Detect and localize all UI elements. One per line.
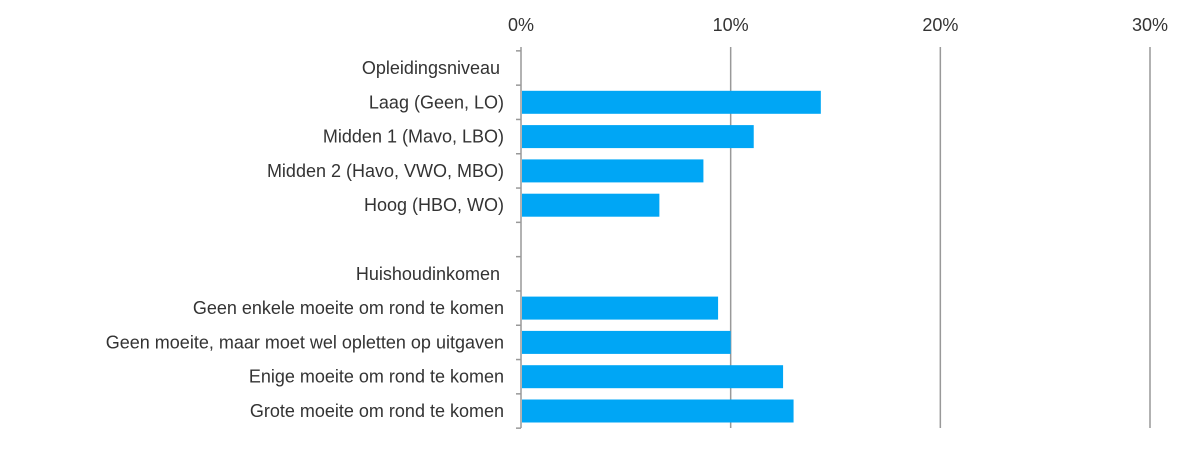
bar [522, 159, 704, 183]
category-labels: Opleidingsniveau Laag (Geen, LO) Midden 1 … [106, 58, 504, 421]
category-label: Laag (Geen, LO) [369, 92, 504, 112]
category-label: Midden 1 (Mavo, LBO) [323, 127, 504, 147]
bar [522, 330, 731, 354]
category-label: Geen enkele moeite om rond te komen [193, 298, 504, 318]
category-axis [516, 47, 522, 429]
bar [522, 193, 660, 217]
category-label: Geen moeite, maar moet wel opletten op u… [106, 332, 504, 352]
category-label: Enige moeite om rond te komen [249, 367, 504, 387]
category-group-header: Huishoudinkomen [356, 264, 500, 284]
bar [522, 296, 719, 320]
x-axis-ticks: 0% 10% 20% 30% [508, 15, 1168, 35]
category-label: Midden 2 (Havo, VWO, MBO) [267, 161, 504, 181]
bar [522, 399, 794, 423]
category-label: Grote moeite om rond te komen [250, 401, 504, 421]
bar [522, 365, 784, 389]
category-group-header: Opleidingsniveau [362, 58, 500, 78]
bar [522, 90, 821, 114]
category-label: Hoog (HBO, WO) [364, 195, 504, 215]
x-tick-label: 10% [713, 15, 749, 35]
x-tick-label: 30% [1132, 15, 1168, 35]
x-tick-label: 20% [922, 15, 958, 35]
bars [522, 90, 821, 423]
x-tick-label: 0% [508, 15, 534, 35]
bar [522, 125, 754, 149]
